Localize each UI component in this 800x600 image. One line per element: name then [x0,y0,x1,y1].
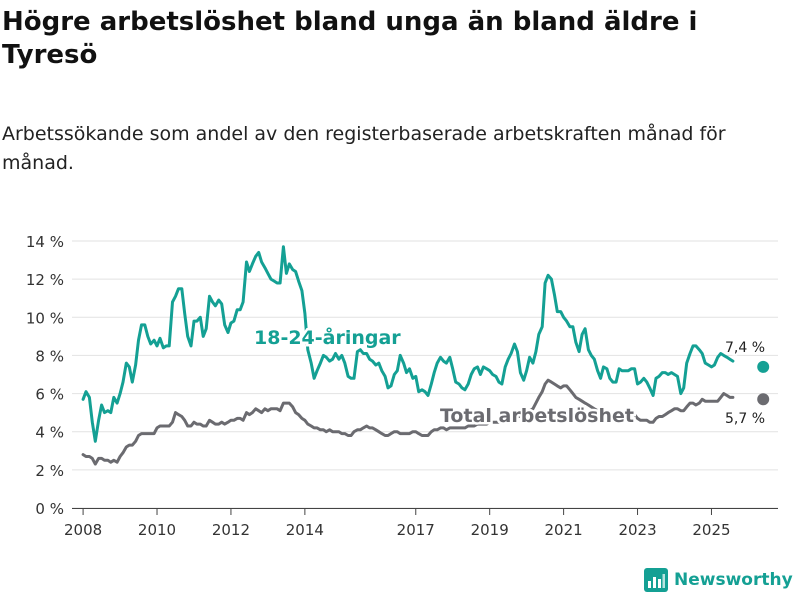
bar-chart-logo-icon [644,568,668,592]
y-tick-label: 14 % [26,233,64,251]
brand-name: Newsworthy [674,570,793,590]
total-end-label: 5,7 % [725,411,765,427]
newsworthy-logo: Newsworthy [644,568,793,592]
y-tick-label: 0 % [35,500,64,518]
chart-title: Högre arbetslöshet bland unga än bland ä… [2,7,698,70]
x-tick-label: 2017 [397,521,435,539]
youth-end-point [757,360,770,373]
x-tick-label: 2012 [212,521,250,539]
x-tick-label: 2019 [471,521,509,539]
y-tick-label: 4 % [35,424,64,442]
chart-subtitle: Arbetssökande som andel av den registerb… [2,123,726,174]
y-tick-label: 2 % [35,462,64,480]
x-tick-label: 2010 [138,521,176,539]
youth-series-line [81,245,735,443]
y-axis-ticks: 0 % 2 % 4 % 6 % 8 % 10 % 12 % 14 % [26,233,64,518]
series-lines [81,245,770,466]
x-tick-label: 2008 [64,521,102,539]
y-tick-label: 8 % [35,347,64,365]
youth-series-label: 18-24-åringar [254,325,401,349]
y-tick-label: 10 % [26,309,64,327]
y-tick-label: 12 % [26,271,64,289]
x-tick-label: 2023 [618,521,656,539]
series-labels: 18-24-åringar Total arbetslöshet 7,4 % 5,7 … [252,323,768,430]
x-tick-label: 2021 [545,521,583,539]
y-tick-label: 6 % [35,386,64,404]
x-tick-label: 2025 [692,521,730,539]
x-tick-label: 2014 [286,521,324,539]
youth-end-label: 7,4 % [725,340,765,356]
total-end-point [757,393,770,406]
x-axis-ticks: 2008 2010 2012 2014 2017 2019 2021 2023 2025 [64,508,778,539]
total-series-label: Total arbetslöshet [440,405,634,427]
total-series-line [81,378,735,466]
